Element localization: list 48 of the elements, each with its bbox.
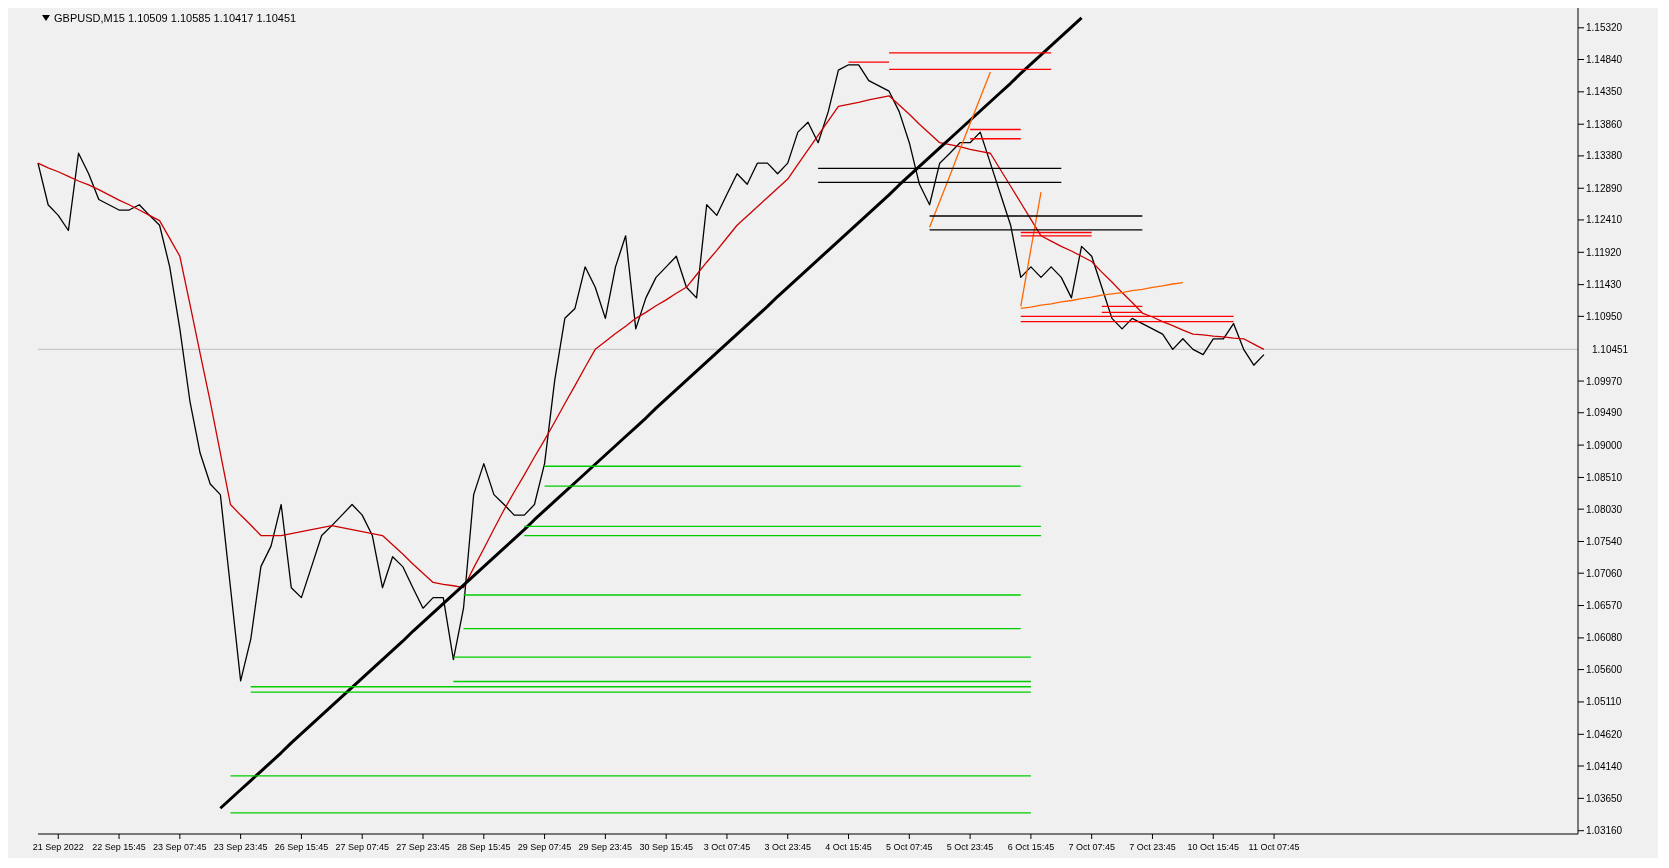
y-tick-label: 1.13860 (1586, 118, 1623, 130)
y-tick-label: 1.09000 (1586, 439, 1623, 451)
y-tick-label: 1.09970 (1586, 375, 1623, 387)
x-tick-label: 26 Sep 15:45 (274, 842, 329, 852)
x-tick-label: 7 Oct 07:45 (1068, 842, 1115, 852)
y-tick-label: 1.06570 (1586, 600, 1623, 612)
y-tick-label: 1.04620 (1586, 728, 1623, 740)
y-tick-label: 1.12890 (1586, 182, 1623, 194)
x-tick-label: 30 Sep 15:45 (639, 842, 693, 852)
y-tick-label: 1.04140 (1586, 760, 1623, 772)
x-tick-label: 23 Sep 23:45 (213, 842, 268, 852)
y-tick-label: 1.05600 (1586, 664, 1623, 676)
x-tick-label: 5 Oct 23:45 (946, 842, 994, 852)
x-tick-label: 11 Oct 07:45 (1248, 842, 1300, 852)
y-tick-label: 1.13380 (1586, 150, 1623, 162)
y-tick-label: 1.15320 (1586, 22, 1623, 34)
x-tick-label: 27 Sep 07:45 (335, 842, 389, 852)
x-tick-label: 3 Oct 23:45 (764, 842, 811, 852)
y-tick-label: 1.08030 (1586, 503, 1623, 515)
y-tick-label: 1.12410 (1586, 214, 1623, 226)
ref-line-label: 1.10451 (1592, 343, 1629, 355)
x-tick-label: 4 Oct 15:45 (825, 842, 872, 852)
x-tick-label: 7 Oct 23:45 (1129, 842, 1176, 852)
y-tick-label: 1.11920 (1586, 246, 1622, 258)
y-tick-label: 1.03160 (1586, 825, 1623, 837)
y-tick-label: 1.05110 (1586, 696, 1622, 708)
x-tick-label: 23 Sep 07:45 (153, 842, 207, 852)
y-tick-label: 1.14840 (1586, 54, 1623, 66)
x-tick-label: 3 Oct 07:45 (703, 842, 751, 852)
y-tick-label: 1.06080 (1586, 632, 1623, 644)
x-tick-label: 6 Oct 15:45 (1007, 842, 1055, 852)
x-tick-label: 10 Oct 15:45 (1187, 842, 1240, 852)
y-tick-label: 1.07540 (1586, 536, 1623, 548)
y-tick-label: 1.10950 (1586, 310, 1623, 322)
x-tick-label: 21 Sep 2022 (32, 842, 84, 852)
y-tick-label: 1.03650 (1586, 792, 1623, 804)
y-tick-label: 1.11430 (1586, 279, 1622, 291)
x-tick-label: 29 Sep 07:45 (517, 842, 572, 852)
y-tick-label: 1.09490 (1586, 407, 1623, 419)
y-tick-label: 1.07060 (1586, 567, 1623, 579)
x-tick-label: 29 Sep 23:45 (578, 842, 633, 852)
x-tick-label: 28 Sep 15:45 (457, 842, 511, 852)
y-tick-label: 1.08510 (1586, 472, 1623, 483)
y-tick-label: 1.14350 (1586, 86, 1623, 98)
x-tick-label: 27 Sep 23:45 (396, 842, 450, 852)
chart-title: GBPUSD,M15 1.10509 1.10585 1.10417 1.10451 (54, 12, 297, 24)
x-tick-label: 5 Oct 07:45 (886, 842, 933, 852)
x-tick-label: 22 Sep 15:45 (92, 842, 146, 852)
